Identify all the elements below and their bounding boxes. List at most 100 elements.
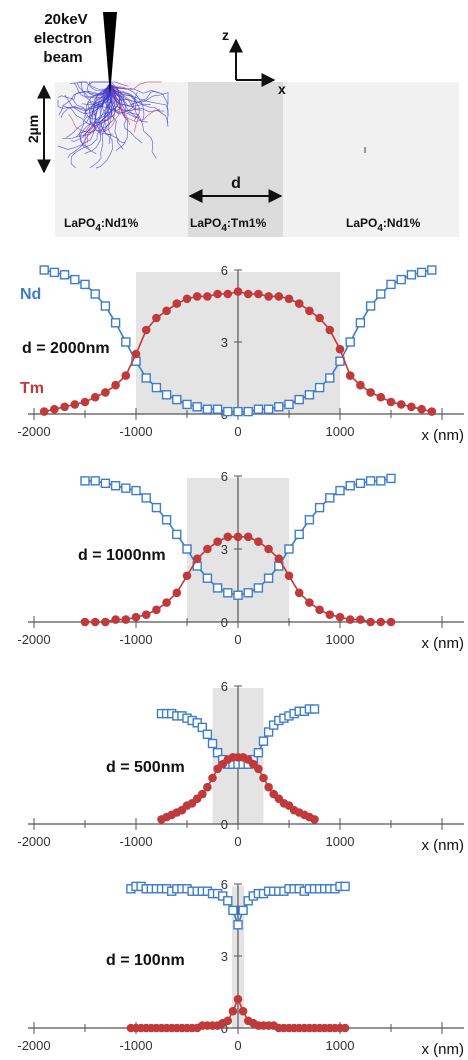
x-axis-title: x (nm) — [422, 837, 465, 854]
tm-data-point — [50, 404, 59, 414]
trajectory-path — [89, 83, 112, 169]
nd-data-point — [121, 337, 131, 347]
tm-data-point — [264, 544, 273, 554]
tm-data-point — [121, 615, 131, 624]
tm-data-point — [396, 400, 406, 409]
nd-data-point — [325, 493, 335, 503]
trajectory-path — [109, 83, 169, 116]
tm-data-point — [254, 764, 263, 774]
x-tick-label: -1000 — [119, 424, 152, 439]
tm-data-point — [294, 588, 304, 598]
y-tick-label: 6 — [221, 877, 228, 892]
nd-data-point — [90, 476, 100, 486]
nd-data-point — [212, 404, 223, 414]
tm-data-point — [356, 615, 365, 624]
nd-data-point — [345, 337, 355, 347]
tm-layer — [188, 82, 283, 237]
trajectory-path — [109, 83, 142, 112]
right-material-label: LaPO4:Nd1% — [346, 216, 421, 234]
tm-data-point — [90, 617, 100, 627]
x-tick-label: 0 — [234, 424, 241, 439]
tm-data-point — [162, 598, 171, 607]
tm-data-point — [254, 289, 263, 299]
nd-data-point — [223, 896, 233, 906]
nd-data-point — [59, 270, 70, 280]
tm-data-point — [274, 292, 284, 301]
tm-data-point — [386, 617, 396, 627]
nd-data-point — [80, 476, 90, 486]
tm-data-point — [376, 617, 386, 627]
nd-data-point — [309, 704, 320, 714]
x-tick-label: 0 — [234, 834, 241, 849]
nd-data-point — [355, 318, 366, 328]
nd-data-point — [223, 406, 233, 417]
nd-data-point — [365, 476, 376, 486]
trajectory-path — [108, 83, 124, 150]
tm-data-point — [203, 292, 212, 301]
tm-data-point — [223, 1016, 233, 1026]
nd-data-point — [131, 485, 141, 496]
nd-data-point — [121, 483, 131, 493]
tm-data-point — [203, 544, 212, 554]
tm-data-point — [243, 532, 253, 542]
nd-data-point — [365, 301, 376, 311]
y-tick-label: 6 — [221, 469, 228, 484]
x-tick-label: 0 — [234, 1038, 241, 1053]
nd-data-point — [182, 544, 192, 554]
nd-data-point — [253, 748, 264, 758]
y-tick-label: 0 — [221, 1021, 228, 1036]
trajectory-path — [109, 83, 161, 123]
y-tick-label: 3 — [221, 542, 228, 557]
tm-data-point — [182, 294, 192, 304]
electron-trajectory-cloud — [57, 81, 169, 169]
tm-data-point — [264, 782, 273, 792]
x-axis-title: x (nm) — [422, 635, 465, 652]
nd-data-point — [304, 390, 315, 400]
tm-data-point — [101, 617, 110, 627]
tm-data-point — [274, 554, 284, 564]
nd-data-point — [141, 493, 151, 503]
tm-data-point — [131, 349, 141, 359]
nd-data-point — [110, 481, 121, 491]
electron-beam-icon — [103, 12, 117, 95]
tm-data-point — [80, 397, 90, 407]
tm-data-point — [141, 325, 151, 335]
trajectory-path — [109, 81, 162, 91]
x-tick-label: -2000 — [17, 1038, 50, 1053]
nd-data-point — [141, 373, 151, 383]
nd-data-point — [110, 318, 121, 328]
nd-data-point — [100, 478, 111, 488]
nd-data-point — [233, 406, 243, 417]
tm-data-point — [417, 404, 426, 414]
x-axis-title: x (nm) — [422, 1041, 465, 1058]
tm-data-point — [228, 1006, 238, 1016]
nd-data-point — [182, 399, 192, 410]
nd-data-point — [49, 267, 60, 278]
trajectory-path — [81, 83, 112, 137]
nd-data-point — [263, 573, 274, 583]
tm-data-point — [315, 313, 324, 323]
nd-data-point — [274, 402, 284, 412]
nd-data-point — [233, 590, 243, 600]
tm-data-point — [233, 994, 243, 1004]
tm-data-point — [208, 773, 217, 783]
chart-panel-d500: -2000 -1000 0 1000 6 0 x (nm) d = 500nm — [17, 679, 464, 854]
tm-data-point — [325, 610, 335, 619]
x-tick-label: -2000 — [17, 424, 50, 439]
nd-data-point — [294, 529, 304, 540]
small-speck — [364, 147, 366, 153]
tm-data-point — [101, 388, 110, 397]
width-label: d — [231, 175, 241, 192]
tm-data-point — [223, 289, 233, 299]
tm-data-point — [305, 306, 314, 316]
nd-data-point — [355, 478, 366, 488]
tm-data-point — [284, 294, 294, 304]
nd-data-point — [192, 402, 202, 412]
nd-data-point — [212, 583, 223, 593]
tm-data-point — [80, 617, 90, 627]
nd-data-point — [416, 267, 427, 278]
nd-data-point — [263, 404, 274, 414]
nd-data-point — [427, 265, 437, 275]
x-tick-label: 0 — [234, 632, 241, 647]
tm-data-point — [111, 380, 120, 390]
